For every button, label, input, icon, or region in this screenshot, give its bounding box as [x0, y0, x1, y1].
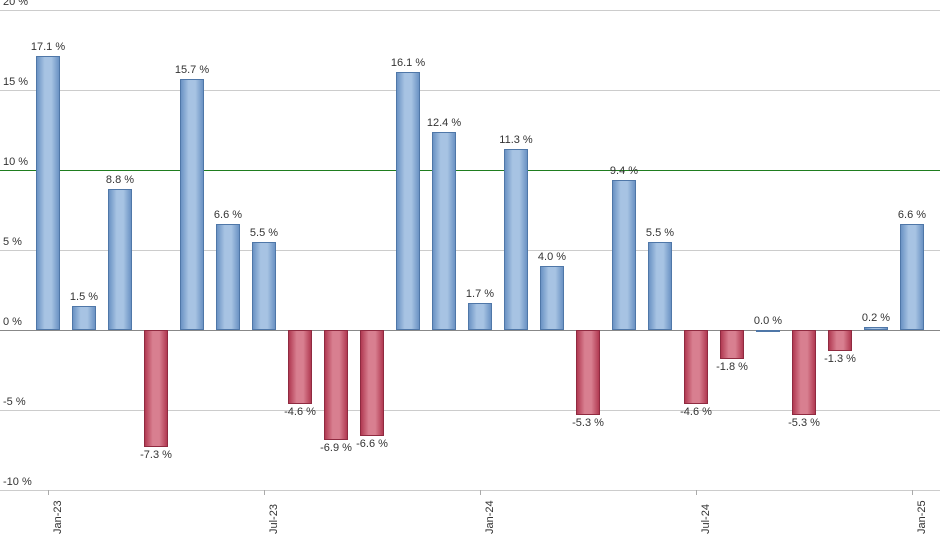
yaxis-label: 0 % [3, 316, 22, 328]
gridline [0, 490, 940, 491]
bar [504, 149, 528, 330]
bar [432, 132, 456, 330]
bar-label: 1.5 % [70, 291, 98, 303]
reference-line [0, 170, 940, 171]
bar [324, 330, 348, 440]
bar [468, 303, 492, 330]
bar-label: 12.4 % [427, 117, 461, 129]
gridline [0, 250, 940, 251]
bar [288, 330, 312, 404]
xaxis-label: Jan-25 [916, 500, 928, 534]
bar [216, 224, 240, 330]
bar-label: 9.4 % [610, 165, 638, 177]
bar-label: 8.8 % [106, 174, 134, 186]
bar-label: 4.0 % [538, 251, 566, 263]
bar [540, 266, 564, 330]
xaxis-tick [480, 490, 481, 495]
bar-label: -6.6 % [356, 438, 388, 450]
bar [864, 327, 888, 330]
bar-label: -1.8 % [716, 361, 748, 373]
bar-label: -1.3 % [824, 353, 856, 365]
bar [612, 180, 636, 330]
bar-chart: -10 % -5 % 0 % 5 % 10 % 15 % 20 % 17.1 % 1.5 % 8.… [0, 0, 940, 550]
bar [756, 330, 780, 332]
bar-label: -6.9 % [320, 442, 352, 454]
xaxis-tick [912, 490, 913, 495]
bar-label: 16.1 % [391, 57, 425, 69]
bar-label: 6.6 % [214, 209, 242, 221]
xaxis-tick [264, 490, 265, 495]
bar [396, 72, 420, 330]
gridline [0, 10, 940, 11]
xaxis-label: Jan-23 [52, 500, 64, 534]
bar-label: 11.3 % [499, 134, 532, 146]
bar [108, 189, 132, 330]
bar-label: -7.3 % [140, 449, 172, 461]
bar [180, 79, 204, 330]
bar [648, 242, 672, 330]
bar-label: 0.2 % [862, 312, 890, 324]
yaxis-label: -5 % [3, 396, 26, 408]
xaxis-label: Jul-23 [268, 504, 280, 534]
yaxis-label: 10 % [3, 156, 28, 168]
yaxis-label: 15 % [3, 76, 28, 88]
bar-label: -5.3 % [788, 417, 820, 429]
bar-label: 0.0 % [754, 315, 782, 327]
bar [720, 330, 744, 359]
bar-label: 5.5 % [646, 227, 674, 239]
bar [684, 330, 708, 404]
bar [792, 330, 816, 415]
xaxis-label: Jan-24 [484, 500, 496, 534]
gridline [0, 90, 940, 91]
bar-label: 17.1 % [31, 41, 65, 53]
bar [72, 306, 96, 330]
bar [36, 56, 60, 330]
xaxis-tick [696, 490, 697, 495]
bar [252, 242, 276, 330]
bar-label: 6.6 % [898, 209, 926, 221]
bar-label: -4.6 % [284, 406, 316, 418]
xaxis-tick [48, 490, 49, 495]
bar-label: -5.3 % [572, 417, 604, 429]
bar [900, 224, 924, 330]
bar-label: 1.7 % [466, 288, 494, 300]
yaxis-label: 20 % [3, 0, 28, 8]
yaxis-label: 5 % [3, 236, 22, 248]
bar [360, 330, 384, 436]
yaxis-label: -10 % [3, 476, 32, 488]
bar-label: 5.5 % [250, 227, 278, 239]
xaxis-label: Jul-24 [700, 504, 712, 534]
bar-label: -4.6 % [680, 406, 712, 418]
bar [828, 330, 852, 351]
bar [576, 330, 600, 415]
bar-label: 15.7 % [175, 64, 209, 76]
bar [144, 330, 168, 447]
